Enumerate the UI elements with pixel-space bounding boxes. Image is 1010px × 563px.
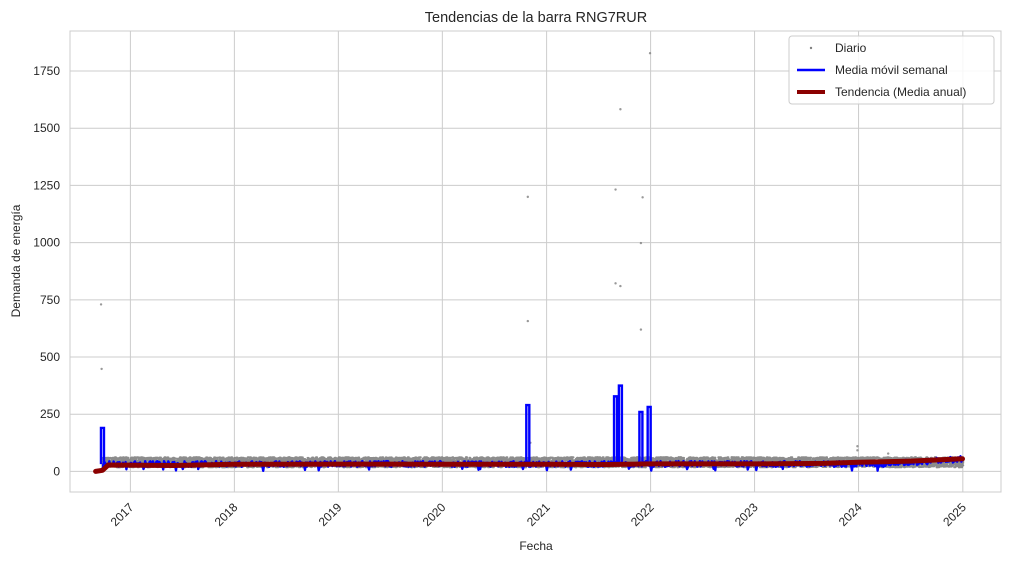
x-tick-label: 2024 — [836, 500, 865, 529]
weekly-peak — [646, 405, 652, 465]
y-tick-label: 1750 — [33, 64, 60, 78]
trend-line — [93, 456, 965, 474]
daily-point — [614, 188, 617, 191]
daily-point — [619, 284, 622, 288]
weekly-peak — [525, 403, 531, 465]
weekly-peak — [617, 384, 624, 465]
chart-title: Tendencias de la barra RNG7RUR — [425, 10, 647, 26]
y-tick-label: 1250 — [33, 178, 60, 192]
plot-area — [69, 30, 1002, 493]
y-tick-label: 500 — [40, 350, 60, 364]
daily-point — [641, 196, 644, 199]
x-tick-label: 2023 — [732, 500, 761, 529]
daily-point — [100, 367, 103, 371]
daily-point — [619, 108, 622, 111]
x-tick-label: 2020 — [420, 500, 449, 529]
y-tick-label: 0 — [53, 464, 60, 478]
legend-marker-daily — [809, 46, 813, 50]
daily-point — [99, 303, 103, 306]
y-tick-label: 1000 — [33, 236, 60, 250]
legend-box — [788, 35, 995, 105]
daily-point — [886, 452, 890, 455]
x-tick-label: 2017 — [108, 500, 137, 529]
y-tick-label: 750 — [40, 293, 60, 307]
daily-point — [648, 51, 652, 55]
x-tick-label: 2019 — [316, 500, 345, 529]
legend-label: Diario — [835, 41, 867, 55]
weekly-peak — [638, 410, 644, 465]
trend-series — [93, 456, 965, 474]
daily-point — [856, 445, 859, 448]
daily-point — [526, 319, 530, 323]
daily-point — [856, 449, 859, 452]
x-tick-label: 2018 — [212, 500, 241, 529]
x-tick-label: 2022 — [628, 500, 657, 529]
daily-points — [99, 51, 890, 455]
legend-label: Tendencia (Media anual) — [835, 85, 966, 99]
daily-point — [526, 195, 530, 199]
x-axis-label: Fecha — [519, 539, 553, 553]
x-tick-label: 2025 — [940, 500, 969, 529]
y-tick-label: 250 — [40, 407, 60, 421]
legend-label: Media móvil semanal — [835, 63, 948, 77]
daily-point — [639, 241, 643, 245]
weekly-peak — [612, 395, 619, 465]
x-tick-label: 2021 — [524, 500, 553, 529]
daily-point — [639, 328, 643, 331]
y-tick-label: 1500 — [33, 121, 60, 135]
y-axis-label: Demanda de energía — [9, 204, 23, 317]
weekly-peak — [99, 426, 106, 465]
legend: Diario Media móvil semanal Tendencia (Medi… — [788, 35, 995, 105]
daily-point — [614, 282, 617, 285]
